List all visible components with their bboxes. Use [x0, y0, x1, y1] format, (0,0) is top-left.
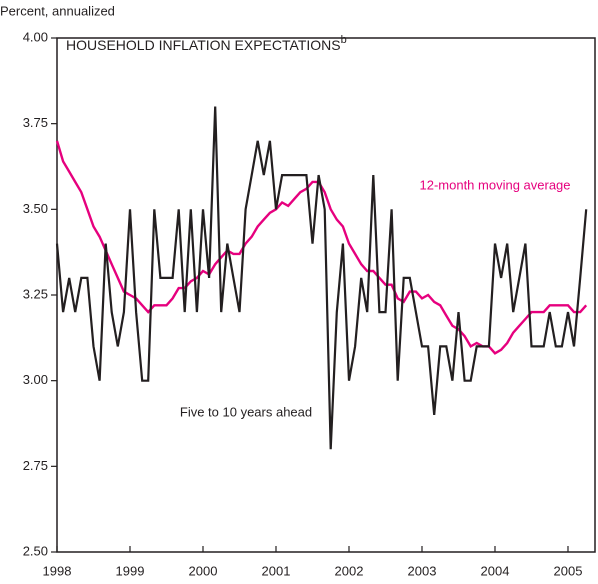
y-tick-label: 3.25: [23, 286, 48, 301]
x-tick-label: 2000: [189, 563, 218, 578]
title-text: HOUSEHOLD INFLATION EXPECTATIONS: [66, 37, 341, 53]
series-label: Five to 10 years ahead: [180, 404, 312, 419]
x-tick-label: 2004: [481, 563, 510, 578]
series-label: 12-month moving average: [419, 177, 570, 192]
y-tick-label: 3.75: [23, 115, 48, 130]
x-tick-label: 2003: [408, 563, 437, 578]
y-tick-label: 3.50: [23, 201, 48, 216]
y-tick-label: 2.75: [23, 458, 48, 473]
title-note: b: [341, 34, 347, 46]
y-tick-label: 3.00: [23, 372, 48, 387]
y-tick-label: 2.50: [23, 543, 48, 558]
x-tick-label: 1998: [43, 563, 72, 578]
x-tick-label: 2005: [554, 563, 583, 578]
x-tick-label: 1999: [116, 563, 145, 578]
x-tick-label: 2002: [335, 563, 364, 578]
y-axis-label: Percent, annualized: [0, 3, 115, 18]
series-line: [55, 106, 588, 450]
x-tick-label: 2001: [262, 563, 291, 578]
chart-title: HOUSEHOLD INFLATION EXPECTATIONSb: [66, 34, 347, 53]
y-tick-label: 4.00: [23, 29, 48, 44]
